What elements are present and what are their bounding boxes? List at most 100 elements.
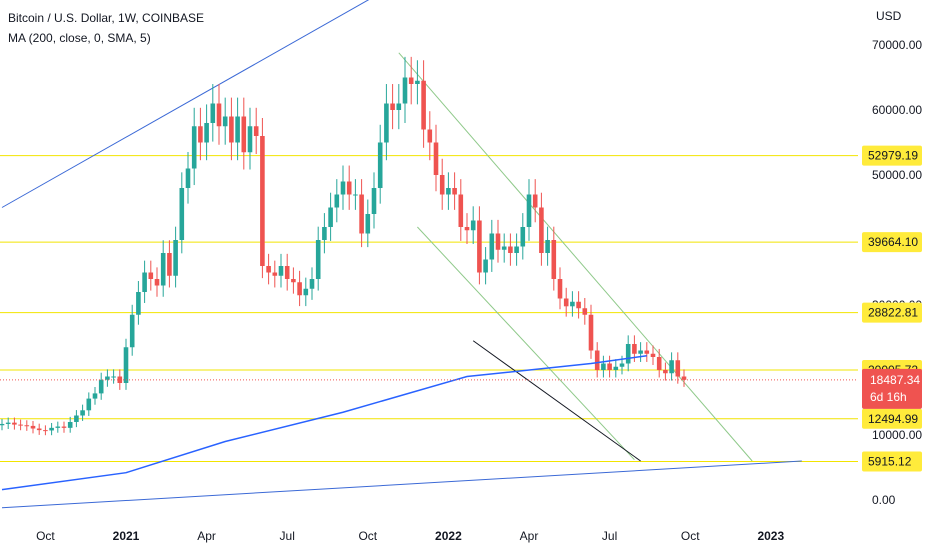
chart-title: Bitcoin / U.S. Dollar, 1W, COINBASE <box>8 11 204 25</box>
candle-body <box>98 379 104 394</box>
x-tick-label: Oct <box>36 529 55 543</box>
candle-body <box>464 227 470 231</box>
x-tick-label: Oct <box>681 529 700 543</box>
level-price-tag-label: 28822.81 <box>868 306 918 320</box>
level-price-tag <box>862 145 922 166</box>
candle-body <box>80 410 85 416</box>
x-tick-label: 2023 <box>757 529 784 543</box>
candle-body <box>433 142 439 175</box>
indicator-legend: MA (200, close, 0, SMA, 5) <box>8 31 151 45</box>
candle-body <box>452 188 457 195</box>
candle-body <box>105 376 110 380</box>
candle-body <box>408 77 414 84</box>
candle-body <box>632 344 637 354</box>
candle-body <box>396 103 402 110</box>
candle-body <box>30 425 36 429</box>
candle-body <box>340 181 346 195</box>
candle-body <box>74 415 79 422</box>
candle-body <box>129 314 135 348</box>
candle-body <box>303 288 309 296</box>
candle-body <box>111 376 116 378</box>
candle-body <box>36 428 42 431</box>
x-tick-label: Jul <box>280 529 295 543</box>
candle-body <box>328 207 333 227</box>
candle-body <box>148 272 154 279</box>
candle-body <box>588 314 594 351</box>
candle-body <box>557 279 563 299</box>
candle-body <box>514 246 519 253</box>
candle-body <box>92 393 98 399</box>
candle-body <box>613 366 619 370</box>
current-price-label: 18487.34 <box>870 373 920 387</box>
candle-body <box>222 116 228 127</box>
level-price-tag <box>862 451 922 472</box>
candle-body <box>582 308 588 315</box>
candle-body <box>508 246 513 253</box>
level-price-tag <box>862 232 922 253</box>
candle-body <box>427 129 433 143</box>
candle-body <box>216 103 222 127</box>
candle-body <box>191 126 197 169</box>
bar-countdown-label: 6d 16h <box>870 390 907 404</box>
current-price-tag <box>862 368 922 409</box>
candle-body <box>619 363 625 367</box>
x-tick-label: 2022 <box>435 529 462 543</box>
candle-body <box>539 207 544 253</box>
candle-body <box>198 126 203 143</box>
candle-body <box>439 175 445 195</box>
x-tick-label: Oct <box>358 529 377 543</box>
x-tick-label: 2021 <box>113 529 140 543</box>
candle-body <box>266 266 271 273</box>
candle-body <box>365 214 371 234</box>
candle-body <box>570 301 575 307</box>
candle-body <box>210 103 216 123</box>
candle-body <box>154 279 160 286</box>
candle-body <box>173 240 178 276</box>
candle-body <box>551 240 557 279</box>
trendline-uptrend-lower <box>1 460 802 509</box>
candle-body <box>526 194 532 227</box>
candle-body <box>594 350 600 370</box>
candle-body <box>253 126 259 136</box>
candle-body <box>532 194 538 208</box>
candle-body <box>291 279 296 283</box>
level-price-tag-label: 12494.99 <box>868 412 918 426</box>
candle-body <box>322 227 327 240</box>
trendline-channel-lower <box>417 226 635 461</box>
candle-body <box>123 347 129 383</box>
candle-body <box>669 360 674 374</box>
candle-body <box>278 266 284 276</box>
candle-body <box>501 246 507 250</box>
x-tick-label: Apr <box>197 529 216 543</box>
candle-body <box>247 126 253 153</box>
candle-body <box>644 350 650 354</box>
candle-body <box>61 426 67 428</box>
candle-body <box>229 116 234 143</box>
candle-body <box>390 103 395 110</box>
trendline-support-ray <box>472 340 641 462</box>
candle-body <box>446 188 451 195</box>
candle-body <box>284 266 290 279</box>
y-tick-label: 10000.00 <box>872 428 922 442</box>
candle-body <box>402 77 408 104</box>
candle-body <box>346 181 352 195</box>
candle-body <box>167 253 172 276</box>
candle-body <box>359 194 364 234</box>
candle-body <box>520 227 526 247</box>
candle-body <box>415 80 420 84</box>
candle-body <box>12 422 17 425</box>
candle-body <box>43 430 48 432</box>
candle-body <box>18 424 23 426</box>
y-tick-label: 50000.00 <box>872 168 922 182</box>
candle-body <box>117 376 123 383</box>
candle-body <box>545 240 550 253</box>
y-tick-label: 0.00 <box>872 493 896 507</box>
candle-body <box>483 259 488 273</box>
candle-body <box>297 282 302 296</box>
candle-body <box>160 253 166 286</box>
candle-body <box>315 240 321 279</box>
candle-body <box>377 142 383 188</box>
level-price-tag-label: 39664.10 <box>868 235 918 249</box>
